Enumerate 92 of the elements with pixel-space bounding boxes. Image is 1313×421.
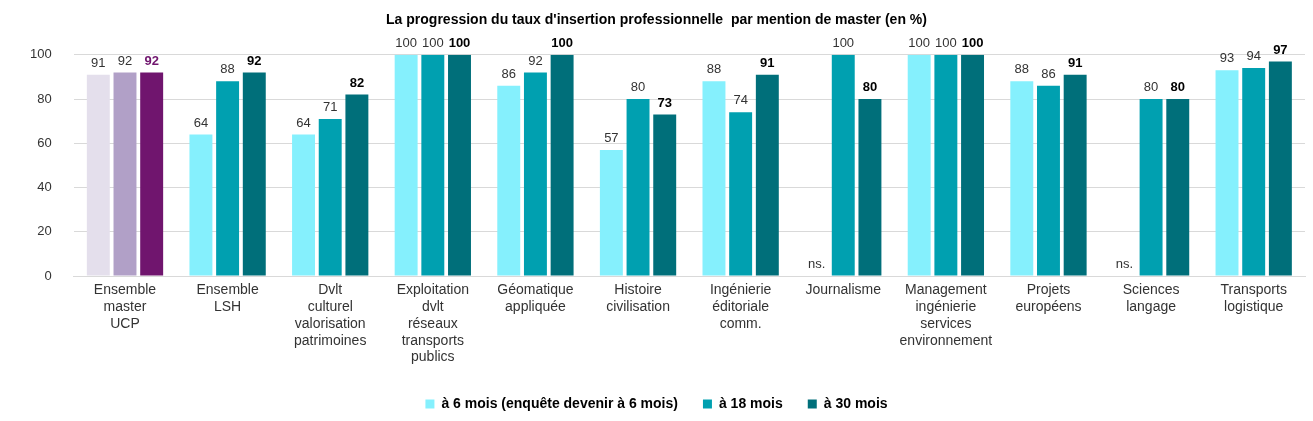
data-label: 91: [1067, 54, 1083, 70]
data-label: 86: [501, 65, 516, 81]
y-tick-label: 20: [37, 223, 52, 239]
y-tick-label: 40: [37, 179, 52, 195]
bar: [729, 112, 753, 276]
y-tick-label: 100: [29, 46, 52, 62]
bar: [599, 149, 623, 276]
x-tick-label: Ingénierie éditoriale comm.: [709, 281, 772, 331]
legend-label: à 18 mois: [718, 394, 783, 411]
bar: [550, 54, 574, 276]
bar: [497, 85, 521, 276]
data-label: 100: [448, 34, 471, 50]
data-label: 92: [117, 52, 133, 68]
data-label: 100: [551, 34, 573, 50]
data-label: 97: [1273, 41, 1288, 57]
bar: [858, 99, 882, 276]
y-tick-label: 0: [44, 267, 52, 283]
x-tick-label: Dvlt culturel valorisation patrimoines: [294, 281, 367, 348]
data-label: 92: [247, 52, 262, 68]
data-label: 88: [1014, 61, 1030, 77]
legend-label: à 30 mois: [823, 394, 888, 411]
data-label: 73: [657, 94, 672, 110]
data-label: 80: [1143, 79, 1159, 95]
bar: [831, 54, 855, 276]
bar: [242, 72, 266, 276]
bar: [1215, 70, 1239, 276]
bar: [1010, 81, 1034, 276]
x-tick-label: Projets européens: [1015, 281, 1082, 315]
y-tick-label: 60: [37, 134, 52, 150]
text: ns.: [1115, 256, 1134, 272]
bar: [448, 54, 471, 276]
x-tick-label: Ensemble LSH: [196, 281, 259, 315]
bar: [755, 74, 779, 276]
bar: [1037, 85, 1060, 276]
bar: [292, 134, 316, 276]
data-label: 88: [706, 61, 722, 77]
bar: [907, 54, 931, 276]
bar: [626, 99, 650, 276]
data-label: 80: [862, 79, 878, 95]
bar: [653, 114, 677, 276]
data-label: 100: [961, 34, 984, 50]
bar: [113, 72, 137, 276]
data-label: 80: [630, 79, 646, 95]
data-label: 91: [91, 54, 106, 70]
data-label: 64: [193, 114, 209, 130]
bar: [934, 54, 958, 276]
data-label: 100: [908, 34, 931, 50]
y-tick-label: 80: [37, 90, 52, 106]
data-label: 74: [733, 92, 748, 108]
data-label: 94: [1246, 48, 1261, 64]
data-label: 64: [296, 114, 311, 130]
bar: [961, 54, 985, 276]
bar: [1242, 68, 1266, 276]
data-label: 82: [349, 74, 365, 90]
bar: [86, 74, 110, 276]
x-tick-label: Géomatique appliquée: [497, 281, 574, 315]
bar: [1139, 99, 1163, 276]
data-label: 100: [421, 34, 444, 50]
x-tick-label: Histoire civilisation: [606, 281, 670, 315]
legend-label: à 6 mois (enquête devenir à 6 mois): [441, 394, 678, 411]
bar: [345, 94, 369, 276]
x-tick-label: Ensemble master UCP: [93, 281, 157, 331]
x-tick-label: Journalisme: [805, 281, 882, 298]
bar: [702, 81, 726, 276]
data-label: 92: [144, 52, 159, 68]
bar: [1268, 61, 1292, 276]
data-label: 93: [1219, 50, 1235, 66]
data-label: 86: [1041, 65, 1056, 81]
bar: [1166, 99, 1190, 276]
bar: [523, 72, 547, 276]
x-tick-label: Management ingénierie services environnement: [899, 281, 993, 348]
data-label: 100: [395, 34, 417, 50]
bar: [189, 134, 213, 276]
bar: [318, 118, 342, 276]
data-label: 100: [832, 34, 855, 50]
x-tick-label: Transports logistique: [1220, 281, 1287, 315]
bar: [1063, 74, 1087, 276]
data-label: 88: [220, 61, 235, 77]
data-label: 91: [760, 54, 775, 70]
data-label: 57: [604, 129, 619, 145]
bar: [216, 81, 240, 276]
data-label: 80: [1170, 79, 1185, 95]
bar: [421, 54, 445, 276]
bar: [140, 72, 164, 276]
x-tick-label: Exploitation dvlt réseaux transports publics: [396, 281, 470, 365]
chart-title: La progression du taux d'insertion professionnelle par mention de master (en %): [386, 11, 927, 28]
text: ns.: [807, 256, 826, 272]
bar: [394, 54, 418, 276]
x-tick-label: Sciences langage: [1122, 281, 1180, 315]
data-label: 92: [528, 52, 543, 68]
data-label: 71: [322, 99, 338, 115]
data-label: 100: [935, 34, 957, 50]
